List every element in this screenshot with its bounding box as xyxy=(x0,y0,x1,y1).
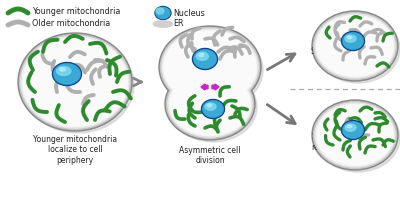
Ellipse shape xyxy=(192,48,218,70)
Ellipse shape xyxy=(342,32,364,51)
Ellipse shape xyxy=(205,103,216,110)
Text: Somatic cell fate: Somatic cell fate xyxy=(311,46,375,56)
Ellipse shape xyxy=(343,122,363,138)
Ellipse shape xyxy=(170,73,250,135)
Ellipse shape xyxy=(315,103,395,167)
Ellipse shape xyxy=(342,121,364,139)
Ellipse shape xyxy=(57,66,71,75)
Ellipse shape xyxy=(170,73,250,135)
Ellipse shape xyxy=(52,62,82,85)
Ellipse shape xyxy=(22,37,134,133)
Ellipse shape xyxy=(164,31,256,103)
Ellipse shape xyxy=(342,33,364,50)
Ellipse shape xyxy=(163,30,263,110)
Ellipse shape xyxy=(312,11,398,81)
Ellipse shape xyxy=(345,35,356,42)
Ellipse shape xyxy=(199,53,204,56)
Ellipse shape xyxy=(202,99,224,119)
Ellipse shape xyxy=(156,8,170,19)
Ellipse shape xyxy=(165,68,255,140)
Ellipse shape xyxy=(168,71,252,137)
Ellipse shape xyxy=(317,105,393,165)
Ellipse shape xyxy=(21,36,129,128)
Ellipse shape xyxy=(345,124,356,131)
Ellipse shape xyxy=(153,20,173,28)
Ellipse shape xyxy=(20,34,130,130)
Ellipse shape xyxy=(162,29,258,105)
Ellipse shape xyxy=(60,68,65,71)
Ellipse shape xyxy=(316,15,400,83)
Text: Younger mitochondria: Younger mitochondria xyxy=(32,8,120,17)
Ellipse shape xyxy=(155,6,171,19)
Ellipse shape xyxy=(314,102,396,168)
Ellipse shape xyxy=(342,121,364,139)
Text: Asymmetric cell
division: Asymmetric cell division xyxy=(179,146,241,165)
Ellipse shape xyxy=(202,101,224,117)
Ellipse shape xyxy=(203,101,223,117)
Ellipse shape xyxy=(164,31,256,103)
Ellipse shape xyxy=(194,50,216,69)
Ellipse shape xyxy=(23,38,127,126)
Ellipse shape xyxy=(54,64,80,84)
Ellipse shape xyxy=(317,16,393,76)
Ellipse shape xyxy=(347,36,352,39)
Text: Older mitochondria: Older mitochondria xyxy=(32,19,110,28)
Ellipse shape xyxy=(160,28,260,107)
Ellipse shape xyxy=(314,13,396,79)
Ellipse shape xyxy=(194,50,216,68)
Ellipse shape xyxy=(169,72,257,142)
Ellipse shape xyxy=(312,100,398,170)
Text: ER: ER xyxy=(173,19,184,28)
Text: Stemness
renewed: Stemness renewed xyxy=(311,132,348,152)
Ellipse shape xyxy=(347,125,352,128)
Ellipse shape xyxy=(196,52,208,60)
Ellipse shape xyxy=(316,15,394,76)
Ellipse shape xyxy=(156,8,164,14)
Ellipse shape xyxy=(18,33,132,131)
Ellipse shape xyxy=(159,26,261,108)
Ellipse shape xyxy=(316,104,400,172)
Ellipse shape xyxy=(166,70,254,139)
Text: Nucleus: Nucleus xyxy=(173,9,205,18)
FancyArrow shape xyxy=(212,84,219,90)
FancyArrow shape xyxy=(201,84,208,90)
Ellipse shape xyxy=(316,104,394,166)
Text: Younger mitochondria
localize to cell
periphery: Younger mitochondria localize to cell pe… xyxy=(33,135,117,165)
Ellipse shape xyxy=(22,37,128,126)
Ellipse shape xyxy=(207,104,212,107)
Ellipse shape xyxy=(315,14,395,78)
Ellipse shape xyxy=(54,64,80,84)
Ellipse shape xyxy=(343,33,363,49)
